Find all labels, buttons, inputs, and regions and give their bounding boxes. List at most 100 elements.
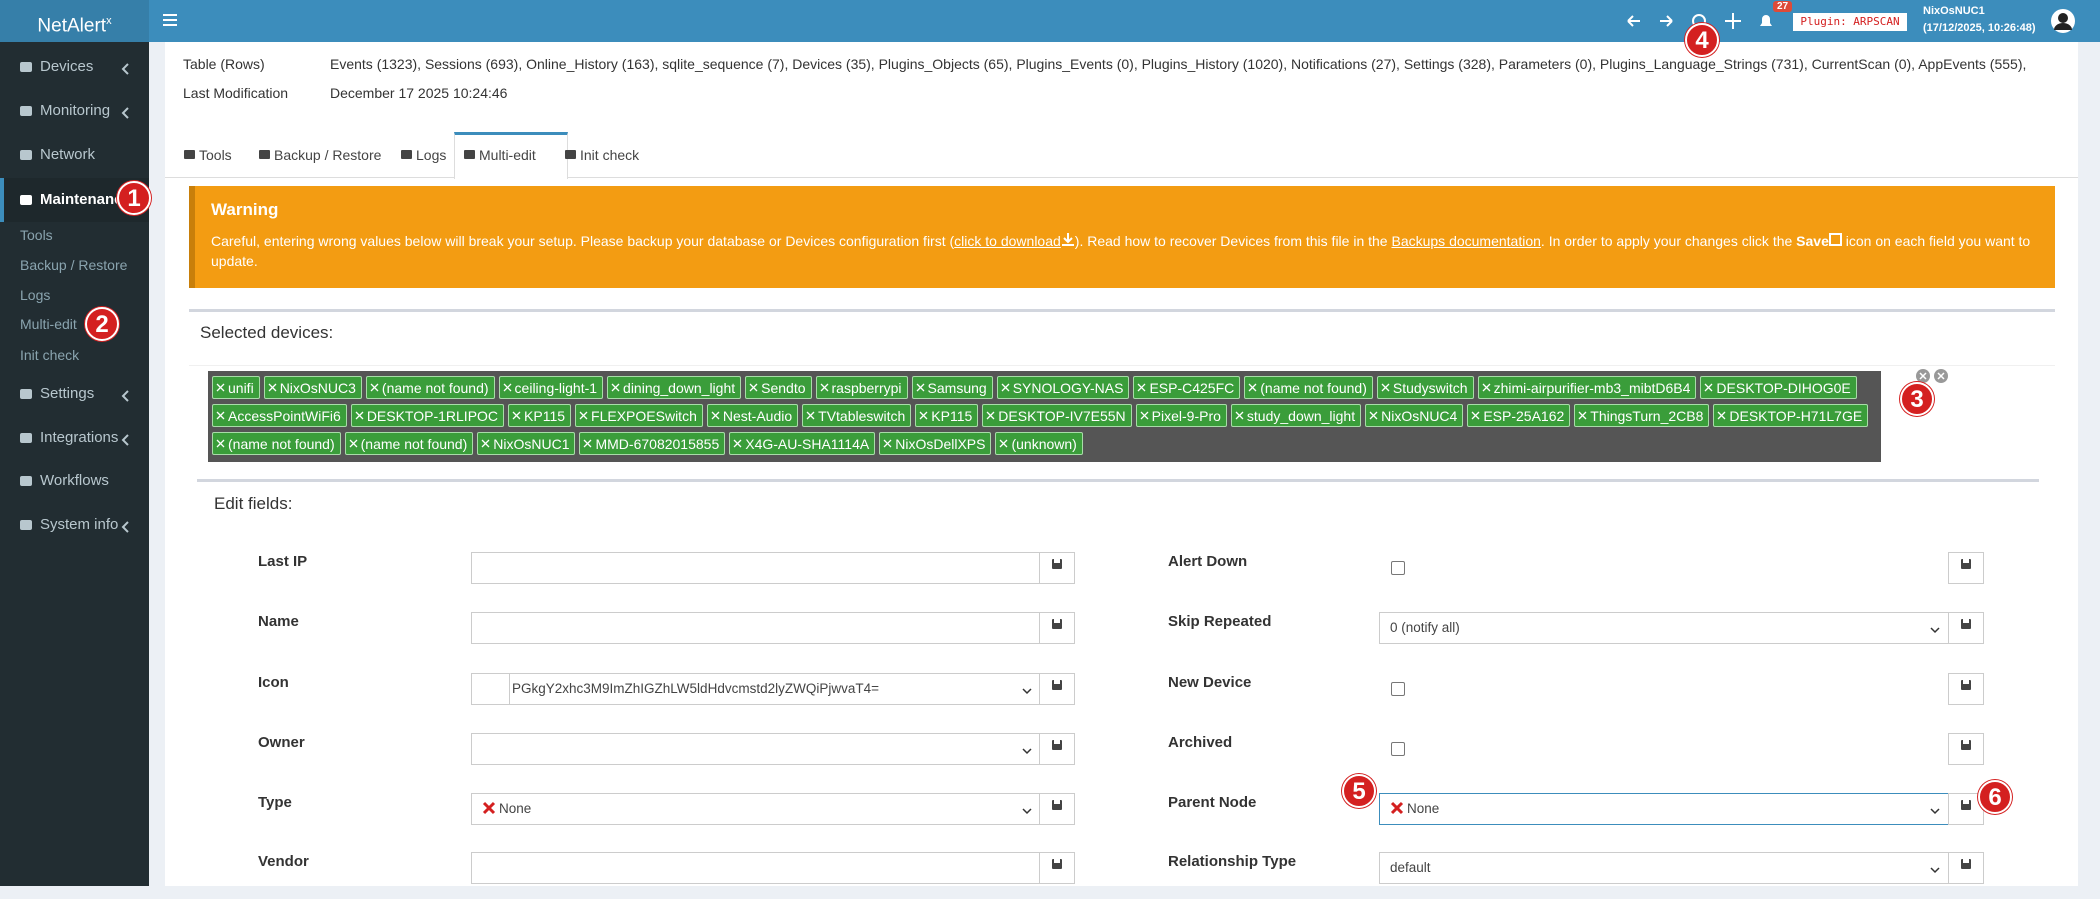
- select-input[interactable]: None: [1379, 793, 1949, 825]
- device-tag[interactable]: MMD-67082015855: [579, 432, 726, 455]
- text-input[interactable]: [471, 552, 1041, 584]
- save-button[interactable]: [1039, 852, 1075, 884]
- device-tag[interactable]: (name not found): [365, 376, 495, 399]
- tag-remove: [268, 383, 277, 392]
- annotation-marker: 3: [1900, 382, 1934, 416]
- sidebar-subitem[interactable]: Backup / Restore: [20, 257, 128, 273]
- sidebar-item[interactable]: Settings: [0, 384, 149, 404]
- navbar-icons[interactable]: [1626, 12, 1786, 32]
- save-button[interactable]: [1948, 612, 1984, 644]
- tab[interactable]: Multi-edit: [454, 132, 568, 179]
- sidebar-item[interactable]: Integrations: [0, 428, 149, 448]
- save-button[interactable]: [1039, 612, 1075, 644]
- tag-remove: [1578, 411, 1587, 420]
- sidebar-subitem[interactable]: Init check: [20, 347, 80, 363]
- tab[interactable]: Logs: [392, 135, 460, 178]
- device-tag[interactable]: NixOsNUC4: [1365, 404, 1464, 427]
- device-tag[interactable]: Sendto: [745, 376, 812, 399]
- sidebar-subitem[interactable]: Logs: [20, 287, 51, 303]
- tag-label: DESKTOP-IV7E55N: [998, 407, 1126, 424]
- tab-bar: Tools Backup / Restore Logs Multi-edit Init …: [165, 132, 2078, 179]
- sidebar-item[interactable]: System info: [0, 515, 149, 535]
- device-tag[interactable]: Samsung: [911, 376, 993, 399]
- sidebar-item[interactable]: Workflows: [0, 471, 149, 491]
- tab-label: Backup / Restore: [274, 147, 382, 163]
- checkbox[interactable]: [1391, 742, 1405, 756]
- text-input[interactable]: [471, 852, 1041, 884]
- sidebar-item[interactable]: Maintenance: [0, 190, 149, 210]
- save-button[interactable]: [1948, 733, 1984, 765]
- device-tag[interactable]: KP115: [508, 404, 572, 427]
- chevron: [120, 519, 130, 539]
- select-input[interactable]: PGkgY2xhc3M9ImZhIGZhLW5ldHdvcmstd2lyZWQi…: [471, 673, 1041, 705]
- checkbox[interactable]: [1391, 682, 1405, 696]
- device-tag[interactable]: ESP-C425FC: [1133, 376, 1241, 399]
- device-tag[interactable]: Studyswitch: [1376, 376, 1474, 399]
- save-button[interactable]: [1948, 673, 1984, 705]
- download-link[interactable]: click to download: [954, 233, 1061, 249]
- device-tag[interactable]: X4G-AU-SHA1114A: [729, 432, 876, 455]
- device-tag[interactable]: NixOsNUC1: [477, 432, 576, 455]
- device-tag[interactable]: Pixel-9-Pro: [1135, 404, 1227, 427]
- save-button[interactable]: [1039, 552, 1075, 584]
- tab-label: Tools: [199, 147, 232, 163]
- select-input[interactable]: None: [471, 793, 1041, 825]
- device-tag[interactable]: raspberrypi: [815, 376, 908, 399]
- user-avatar[interactable]: [2050, 8, 2076, 34]
- sidebar-item[interactable]: Devices: [0, 57, 149, 77]
- select-input[interactable]: 0 (notify all): [1379, 612, 1949, 644]
- device-tag[interactable]: ESP-25A162: [1467, 404, 1571, 427]
- device-tag[interactable]: NixOsDellXPS: [879, 432, 992, 455]
- tag-remove: [711, 411, 720, 420]
- device-tag[interactable]: KP115: [915, 404, 979, 427]
- docs-link[interactable]: Backups documentation: [1391, 233, 1541, 249]
- device-tag[interactable]: SYNOLOGY-NAS: [996, 376, 1130, 399]
- save-button[interactable]: [1039, 733, 1075, 765]
- sidebar-subitem[interactable]: Tools: [20, 227, 53, 243]
- tag-remove: [503, 383, 512, 392]
- device-tag[interactable]: ceiling-light-1: [498, 376, 604, 399]
- device-tag[interactable]: (unknown): [995, 432, 1083, 455]
- checkbox[interactable]: [1391, 561, 1405, 575]
- save-button[interactable]: [1948, 552, 1984, 584]
- chevron: [120, 61, 130, 81]
- tab[interactable]: Backup / Restore: [250, 135, 398, 178]
- sidebar-subitem[interactable]: Multi-edit: [20, 316, 77, 332]
- device-tag[interactable]: TVtableswitch: [802, 404, 912, 427]
- clear-icons[interactable]: [1915, 368, 1951, 384]
- device-tag[interactable]: DESKTOP-DIHOG0E: [1700, 376, 1857, 399]
- device-tag[interactable]: DESKTOP-H71L7GE: [1713, 404, 1869, 427]
- device-tag[interactable]: (name not found): [212, 432, 341, 455]
- logo[interactable]: NetAlertx: [0, 0, 149, 42]
- save-button[interactable]: [1948, 852, 1984, 884]
- device-tag[interactable]: NixOsNUC3: [263, 376, 362, 399]
- tab[interactable]: Init check: [556, 135, 664, 178]
- tag-remove-svg: [1471, 411, 1480, 420]
- device-tag[interactable]: unifi: [212, 376, 260, 399]
- device-tag[interactable]: FLEXPOESwitch: [575, 404, 703, 427]
- device-tag[interactable]: zhimi-airpurifier-mb3_mibtD6B4: [1477, 376, 1697, 399]
- sidebar-item[interactable]: Network: [0, 145, 149, 165]
- device-tag[interactable]: AccessPointWiFi6: [212, 404, 347, 427]
- sidebar-item[interactable]: Monitoring: [0, 101, 149, 121]
- text-input[interactable]: [471, 612, 1041, 644]
- device-tag[interactable]: ThingsTurn_2CB8: [1574, 404, 1710, 427]
- device-tag[interactable]: study_down_light: [1230, 404, 1362, 427]
- device-tag[interactable]: Nest-Audio: [706, 404, 799, 427]
- device-tag[interactable]: DESKTOP-1RLIPOC: [350, 404, 505, 427]
- select-input[interactable]: default: [1379, 852, 1949, 884]
- device-tag[interactable]: (name not found): [1244, 376, 1373, 399]
- device-tag[interactable]: dining_down_light: [607, 376, 742, 399]
- device-tag[interactable]: DESKTOP-IV7E55N: [982, 404, 1132, 427]
- tag-label: Studyswitch: [1392, 379, 1468, 396]
- select-input[interactable]: [471, 733, 1041, 765]
- sidebar-icon: [19, 104, 33, 124]
- save-icon: [1960, 857, 1972, 874]
- device-tag[interactable]: (name not found): [344, 432, 474, 455]
- save-button[interactable]: [1039, 793, 1075, 825]
- tag-label: ESP-25A162: [1483, 407, 1565, 424]
- menu-toggle[interactable]: [163, 13, 177, 27]
- save-button[interactable]: [1039, 673, 1075, 705]
- field-label: Type: [258, 794, 292, 811]
- tab[interactable]: Tools: [175, 135, 255, 178]
